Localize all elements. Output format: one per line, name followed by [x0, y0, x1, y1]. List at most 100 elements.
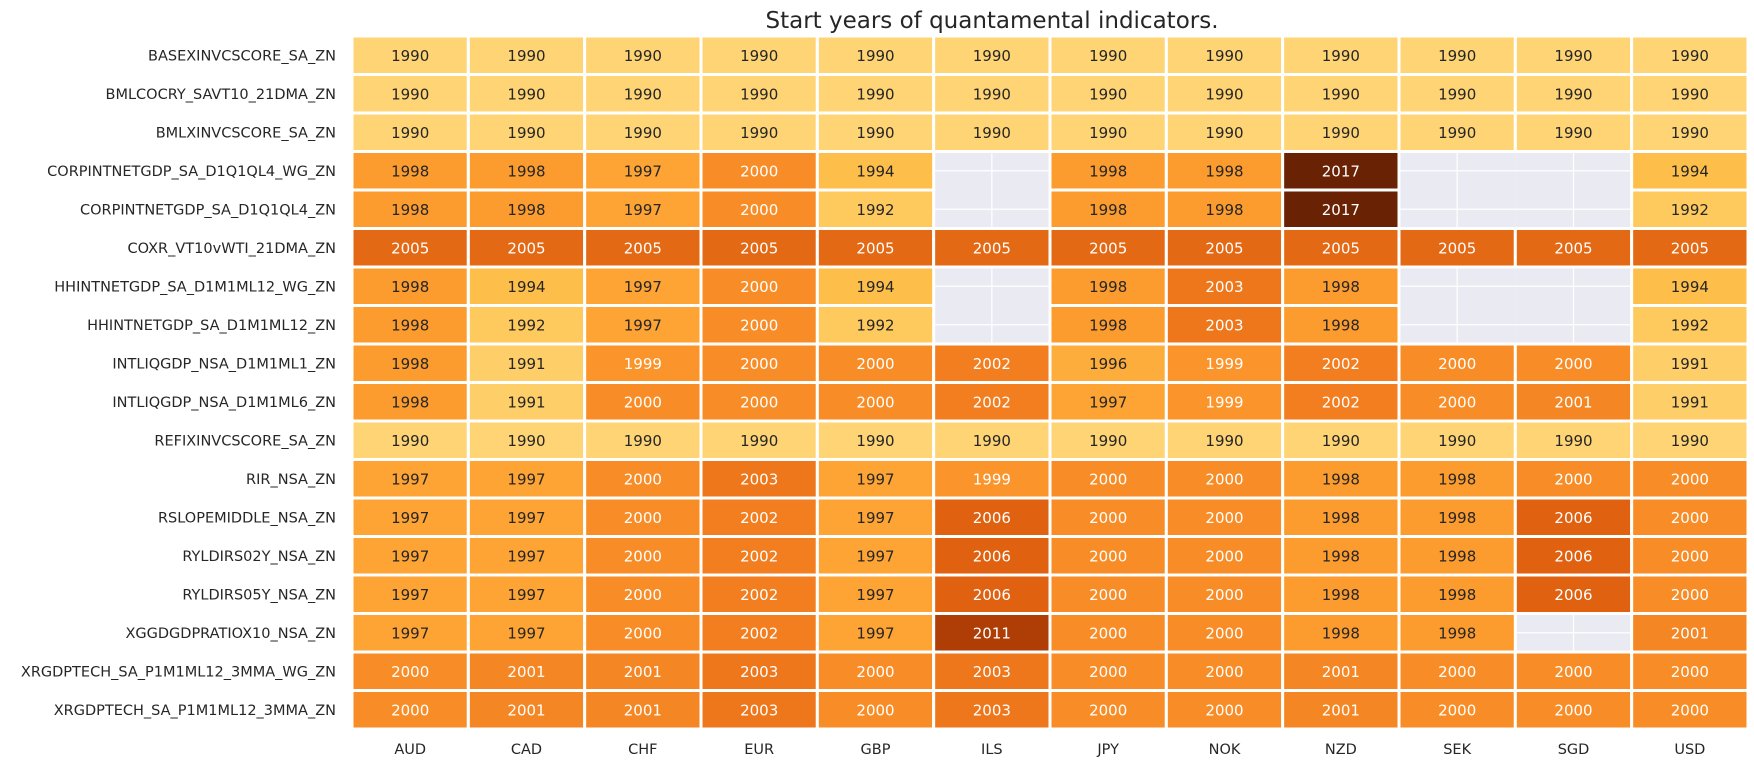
- cell-value-label: 1990: [1205, 124, 1243, 142]
- cell-value-label: 1999: [624, 355, 662, 373]
- cell-value-label: 1990: [1438, 85, 1476, 103]
- cell-value-label: 2000: [391, 701, 429, 719]
- heatmap-cell: [1630, 188, 1750, 230]
- cell-value-label: 1994: [856, 278, 894, 296]
- row-label: RIR_NSA_ZN: [246, 472, 336, 488]
- heatmap-cell: [932, 73, 1052, 115]
- cell-value-label: 2001: [507, 701, 545, 719]
- cell-value-label: 2005: [973, 239, 1011, 257]
- heatmap-cell: [815, 419, 936, 461]
- cell-value-label: 1990: [391, 85, 429, 103]
- cell-value-label: 1990: [507, 124, 545, 142]
- cell-value-label: 1998: [391, 316, 429, 334]
- cell-value-label: 2005: [507, 239, 545, 257]
- heatmap-cell: [699, 573, 819, 615]
- cell-value-label: 1990: [1671, 47, 1709, 65]
- cell-value-label: 1990: [624, 432, 662, 450]
- cell-value-label: 1998: [391, 278, 429, 296]
- cell-value-label: 1990: [1671, 432, 1709, 450]
- cell-value-label: 1997: [391, 509, 429, 527]
- heatmap-cell: [1164, 419, 1285, 461]
- cell-value-label: 2000: [740, 393, 778, 411]
- heatmap-cell: [815, 111, 936, 153]
- cell-value-label: 2000: [391, 663, 429, 681]
- cell-value-label: 2000: [1089, 663, 1127, 681]
- cell-value-label: 2003: [740, 663, 778, 681]
- cell-value-label: 1998: [1438, 547, 1476, 565]
- cell-value-label: 2002: [740, 509, 778, 527]
- cell-value-label: 1997: [507, 624, 545, 642]
- heatmap-cell: [1513, 73, 1634, 115]
- cell-value-label: 1990: [507, 47, 545, 65]
- heatmap-cell: [699, 381, 819, 423]
- cell-value-label: 1998: [1322, 547, 1360, 565]
- heatmap-cell: [932, 34, 1052, 76]
- cell-value-label: 1990: [1671, 124, 1709, 142]
- cell-value-label: 1994: [1671, 162, 1709, 180]
- cell-value-label: 1998: [391, 355, 429, 373]
- column-label: SEK: [1443, 742, 1471, 758]
- cell-value-label: 1997: [507, 470, 545, 488]
- cell-value-label: 2000: [1554, 470, 1592, 488]
- cell-value-label: 2000: [1089, 624, 1127, 642]
- row-label: HHINTNETGDP_SA_D1M1ML12_ZN: [87, 318, 336, 334]
- cell-value-label: 2006: [1554, 547, 1592, 565]
- cell-value-label: 1997: [1089, 393, 1127, 411]
- cell-value-label: 2000: [624, 470, 662, 488]
- row-label: XRGDPTECH_SA_P1M1ML12_3MMA_WG_ZN: [21, 664, 336, 680]
- heatmap-cell: [1164, 34, 1285, 76]
- heatmap-cell: [1164, 612, 1285, 654]
- cell-value-label: 1998: [1322, 586, 1360, 604]
- heatmap-cell: [583, 419, 703, 461]
- cell-value-label: 2005: [1438, 239, 1476, 257]
- cell-value-label: 1999: [973, 470, 1011, 488]
- cell-value-label: 1996: [1089, 355, 1127, 373]
- heatmap-cell: [1164, 650, 1285, 692]
- heatmap-cell: [350, 458, 470, 500]
- heatmap-cell: [1513, 111, 1634, 153]
- cell-value-label: 1992: [856, 201, 894, 219]
- heatmap-cell: [1164, 535, 1285, 577]
- cell-value-label: 1990: [1205, 85, 1243, 103]
- heatmap-cell: [1281, 73, 1401, 115]
- cell-value-label: 1994: [1671, 278, 1709, 296]
- column-label: AUD: [394, 742, 426, 758]
- cell-value-label: 1990: [740, 432, 778, 450]
- heatmap-cell: [699, 342, 819, 384]
- cell-value-label: 2000: [1205, 586, 1243, 604]
- column-label: GBP: [861, 742, 891, 758]
- column-labels: AUD CAD CHF EUR GBP ILS JPY NOK NZD SEK SGD USD: [394, 742, 1705, 758]
- row-label: BMLCOCRY_SAVT10_21DMA_ZN: [106, 87, 336, 103]
- cell-value-label: 1990: [1438, 124, 1476, 142]
- heatmap-cell: [1164, 342, 1285, 384]
- cell-value-label: 2006: [973, 509, 1011, 527]
- cell-value-label: 1991: [507, 393, 545, 411]
- cell-value-label: 2002: [740, 624, 778, 642]
- cell-value-label: 1997: [856, 509, 894, 527]
- cell-value-label: 1990: [740, 85, 778, 103]
- cell-value-label: 1990: [973, 85, 1011, 103]
- cell-value-label: 2000: [1089, 586, 1127, 604]
- heatmap-cell: [1630, 419, 1750, 461]
- heatmap-cell: [466, 419, 587, 461]
- cell-value-label: 1998: [391, 393, 429, 411]
- heatmap-cell: [1513, 573, 1634, 615]
- heatmap-cell: [1630, 458, 1750, 500]
- row-label: BMLXINVCSCORE_SA_ZN: [156, 125, 336, 141]
- cell-value-label: 2006: [973, 586, 1011, 604]
- column-label: JPY: [1096, 742, 1119, 758]
- heatmap-cell: [1048, 381, 1168, 423]
- cell-value-label: 2003: [1205, 278, 1243, 296]
- cell-value-label: 2000: [1089, 470, 1127, 488]
- cell-value-label: 1998: [1438, 509, 1476, 527]
- column-label: ILS: [981, 742, 1003, 758]
- cell-value-label: 1998: [1205, 162, 1243, 180]
- heatmap-cell: [699, 188, 819, 230]
- cell-value-label: 1990: [1554, 85, 1592, 103]
- cell-value-label: 1991: [1671, 393, 1709, 411]
- cell-value-label: 2000: [1671, 470, 1709, 488]
- cell-value-label: 2000: [624, 393, 662, 411]
- cell-value-label: 1990: [1322, 432, 1360, 450]
- cell-value-label: 2001: [1554, 393, 1592, 411]
- cell-value-label: 1997: [507, 586, 545, 604]
